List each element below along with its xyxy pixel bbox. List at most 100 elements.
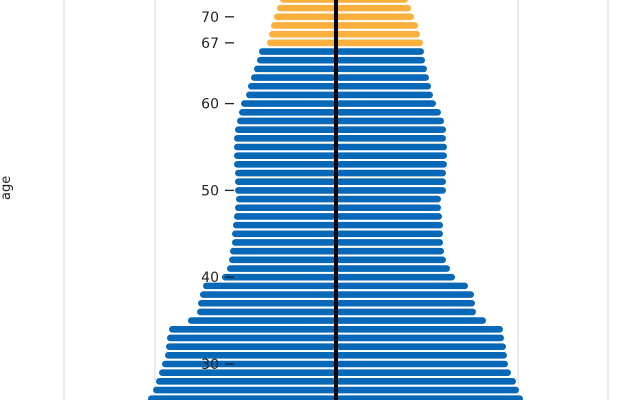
bar-right <box>336 56 425 64</box>
bar-left <box>203 282 336 290</box>
bar-left <box>235 126 336 133</box>
bar-left <box>153 386 336 394</box>
bar-right <box>336 334 504 342</box>
bar-left <box>235 178 336 186</box>
bar-right <box>336 221 443 229</box>
bar-left <box>239 108 336 116</box>
bar-right <box>336 282 468 290</box>
bar-right <box>336 256 446 264</box>
bar-left <box>237 117 336 125</box>
bar-right <box>336 247 444 255</box>
y-tick-label: 70 <box>201 10 219 26</box>
bar-right <box>336 65 427 73</box>
bar-left <box>246 91 336 99</box>
bar-right <box>336 117 444 125</box>
y-ticks: 30 40 50 60 67 70 <box>201 10 234 373</box>
bar-left <box>235 204 336 212</box>
bar-left <box>165 352 336 359</box>
bar-left <box>271 22 336 29</box>
bar-right <box>336 100 436 107</box>
bar-left <box>232 230 336 238</box>
bar-right <box>336 308 476 316</box>
bar-right <box>336 343 506 350</box>
bar-right <box>336 82 431 90</box>
bar-right <box>336 187 446 194</box>
bar-left <box>230 247 336 255</box>
bar-left <box>229 256 336 264</box>
bar-right <box>336 213 442 220</box>
bar-right <box>336 291 474 298</box>
bar-right <box>336 239 443 246</box>
bar-right <box>336 317 486 324</box>
bar-right <box>336 369 511 376</box>
bar-right <box>336 378 516 385</box>
bar-right <box>336 386 519 394</box>
bar-left <box>167 334 336 342</box>
bar-left <box>241 100 336 107</box>
bar-right <box>336 0 408 3</box>
bar-right <box>336 126 446 133</box>
bar-right <box>336 161 447 168</box>
bar-left <box>277 4 336 12</box>
bar-right <box>336 352 507 359</box>
bar-right <box>336 299 475 307</box>
bar-left <box>234 152 336 159</box>
bars <box>148 0 523 400</box>
y-tick-label: 50 <box>201 183 219 199</box>
bar-right <box>336 273 455 281</box>
bar-left <box>159 369 336 376</box>
bar-right <box>336 39 423 47</box>
bar-left <box>274 13 336 21</box>
bar-left <box>235 187 336 194</box>
bar-left <box>162 360 336 368</box>
y-axis-label: age <box>0 175 14 200</box>
bar-left <box>254 65 336 73</box>
y-tick-label: 67 <box>201 36 219 52</box>
bar-left <box>234 213 336 220</box>
bar-right <box>336 195 441 203</box>
y-tick-label: 60 <box>201 97 219 113</box>
bar-left <box>235 169 336 177</box>
bar-left <box>166 343 336 350</box>
bar-right <box>336 169 446 177</box>
bar-right <box>336 74 429 81</box>
bar-left <box>236 195 336 203</box>
bar-left <box>148 395 336 400</box>
bar-right <box>336 22 418 29</box>
bar-left <box>156 378 336 385</box>
bar-left <box>251 74 336 81</box>
bar-right <box>336 325 503 333</box>
bar-right <box>336 395 523 400</box>
bar-right <box>336 4 411 12</box>
bar-right <box>336 204 441 212</box>
bar-left <box>234 135 336 142</box>
bar-left <box>259 48 336 55</box>
y-tick-label: 40 <box>201 270 219 286</box>
bar-right <box>336 108 441 116</box>
bar-left <box>269 30 336 38</box>
bar-left <box>267 39 336 47</box>
bar-right <box>336 135 446 142</box>
bar-right <box>336 13 414 21</box>
grid-lines <box>63 0 609 400</box>
bar-right <box>336 230 443 238</box>
bar-right <box>336 360 508 368</box>
bar-left <box>233 221 336 229</box>
bar-right <box>336 265 450 272</box>
bar-left <box>232 239 336 246</box>
bar-left <box>169 325 336 333</box>
bar-right <box>336 91 433 99</box>
bar-left <box>198 299 336 307</box>
bar-right <box>336 143 447 151</box>
bar-left <box>188 317 336 324</box>
bar-left <box>200 291 336 298</box>
bar-left <box>248 82 336 90</box>
bar-left <box>227 265 336 272</box>
bar-left <box>234 161 336 168</box>
bar-right <box>336 30 420 38</box>
y-tick-label: 30 <box>201 357 219 373</box>
bar-right <box>336 48 424 55</box>
bar-right <box>336 152 447 159</box>
